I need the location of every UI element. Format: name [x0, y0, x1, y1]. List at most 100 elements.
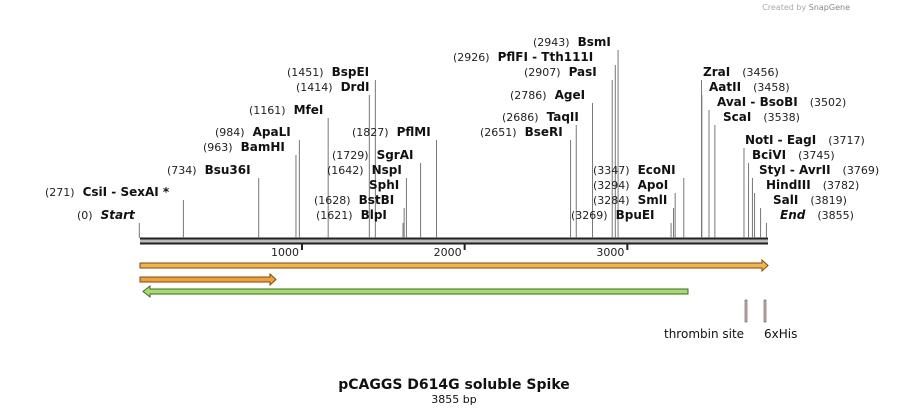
features: thrombin site 6xHis — [139, 258, 797, 341]
site-label: ScaI (3538) — [723, 110, 800, 124]
site-position: (963) — [203, 141, 233, 154]
site-name: BstBI — [359, 193, 395, 207]
site-label: (1628) BstBI — [314, 193, 394, 207]
site-label: (1827) PflMI — [352, 125, 431, 139]
site-label: (2907) PasI — [524, 65, 597, 79]
credit-text: Created by — [762, 3, 806, 12]
feature-marker — [763, 299, 767, 323]
restriction-site: (1827) PflMI — [352, 125, 438, 238]
site-label: NotI - EagI (3717) — [745, 133, 865, 147]
restriction-site: HindIII (3782) — [754, 178, 860, 238]
site-name: ApoI — [638, 178, 669, 192]
site-name: ScaI — [723, 110, 751, 124]
restriction-site: (3269) BpuEI — [571, 208, 672, 238]
site-name: BamHI — [241, 140, 285, 154]
brand: SnapGene — [809, 3, 850, 12]
site-name: HindIII — [766, 178, 811, 192]
site-position: (3294) — [593, 179, 630, 192]
site-label: AatII (3458) — [709, 80, 790, 94]
backbone-fill — [140, 238, 768, 244]
site-position: (1628) — [314, 194, 351, 207]
site-position: (2943) — [533, 36, 570, 49]
site-label: (1642) NspI — [327, 163, 402, 177]
site-label: (2786) AgeI — [510, 88, 585, 102]
site-name: AvaI - BsoBI — [717, 95, 798, 109]
site-name: BspEI — [332, 65, 370, 79]
site-position: (3458) — [753, 81, 790, 94]
site-name: DrdI — [341, 80, 370, 94]
restriction-site: (2943) BsmI — [533, 35, 619, 238]
site-position: (3347) — [593, 164, 630, 177]
site-name: Start — [101, 208, 136, 222]
restriction-site: BciVI (3745) — [748, 148, 835, 238]
site-name: SphI — [369, 178, 399, 192]
site-name: AgeI — [555, 88, 585, 102]
restriction-site: (2907) PasI — [524, 65, 613, 238]
site-label: End (3855) — [780, 208, 854, 222]
site-name: BciVI — [752, 148, 786, 162]
site-name: NspI — [372, 163, 402, 177]
site-position: (734) — [167, 164, 197, 177]
site-name: SalI — [773, 193, 798, 207]
site-position: (2651) — [480, 126, 517, 139]
site-name: ZraI — [703, 65, 730, 79]
restriction-site: (984) ApaLI — [215, 125, 300, 238]
site-name: BseRI — [525, 125, 563, 139]
site-name: BlpI — [361, 208, 387, 222]
site-label: (3347) EcoNI — [593, 163, 676, 177]
site-label: (1161) MfeI — [249, 103, 323, 117]
tick-label: 3000 — [596, 246, 624, 259]
restriction-site: (2651) BseRI — [480, 125, 572, 238]
site-position: (1827) — [352, 126, 389, 139]
restriction-site: End (3855) — [765, 208, 854, 238]
site-name: NotI - EagI — [745, 133, 816, 147]
site-name: CsiI - SexAI * — [83, 185, 170, 199]
site-name: BsmI — [578, 35, 611, 49]
site-label: (984) ApaLI — [215, 125, 291, 139]
site-position: (3284) — [593, 194, 630, 207]
feature-label: 6xHis — [764, 327, 797, 341]
restriction-site: AvaI - BsoBI (3502) — [708, 95, 846, 238]
site-name: End — [780, 208, 806, 222]
site-name: PflMI — [397, 125, 431, 139]
site-name: AatII — [709, 80, 741, 94]
site-label: StyI - AvrII (3769) — [759, 163, 879, 177]
site-label: (3284) SmlI — [593, 193, 667, 207]
restriction-site: (1621) BlpI — [316, 208, 404, 238]
site-label: (2926) PflFI - Tth111I — [453, 50, 593, 64]
restriction-site: (2786) AgeI — [510, 88, 594, 238]
feature-arrow — [142, 284, 689, 299]
restriction-site: (1414) DrdI — [296, 80, 370, 238]
restriction-site: (1642) NspI — [327, 163, 407, 238]
site-position: (3745) — [798, 149, 835, 162]
feature-arrow — [139, 272, 277, 287]
feature-arrow — [139, 258, 769, 273]
restriction-site: StyI - AvrII (3769) — [751, 163, 879, 238]
restriction-site: (3294) ApoI — [593, 178, 676, 238]
tick-label: 2000 — [434, 246, 462, 259]
site-label: (1414) DrdI — [296, 80, 370, 94]
restriction-site: (0) Start — [77, 208, 140, 238]
restriction-site: (1628) BstBI — [314, 193, 405, 238]
site-label: SalI (3819) — [773, 193, 847, 207]
site-name: ApaLI — [253, 125, 291, 139]
restriction-site: (3284) SmlI — [593, 193, 675, 238]
restriction-site: (3347) EcoNI — [593, 163, 685, 238]
site-label: (271) CsiI - SexAI * — [45, 185, 170, 199]
site-label: (1621) BlpI — [316, 208, 387, 222]
restriction-site: (963) BamHI — [203, 140, 297, 238]
site-position: (3782) — [823, 179, 860, 192]
site-position: (3269) — [571, 209, 608, 222]
backbone — [140, 237, 768, 245]
site-position: (3855) — [817, 209, 854, 222]
restriction-site: (1451) BspEI — [287, 65, 376, 238]
site-name: PasI — [569, 65, 597, 79]
site-label: (2943) BsmI — [533, 35, 611, 49]
restriction-site: NotI - EagI (3717) — [743, 133, 865, 238]
site-name: MfeI — [294, 103, 324, 117]
restriction-site: (2926) PflFI - Tth111I — [453, 50, 616, 238]
feature-marker — [744, 299, 748, 323]
site-position: (2926) — [453, 51, 490, 64]
site-name: StyI - AvrII — [759, 163, 831, 177]
